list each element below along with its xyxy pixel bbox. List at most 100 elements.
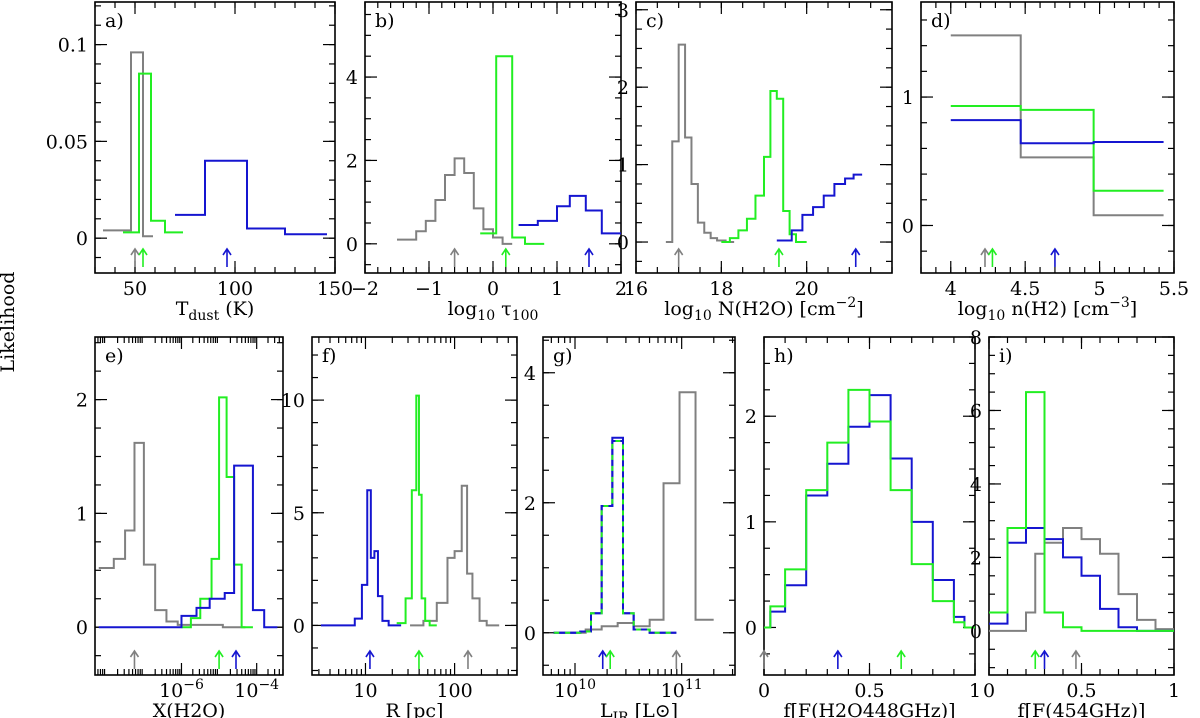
- series-blue: [553, 436, 677, 634]
- arrow-gray: [129, 649, 140, 669]
- x-tick-label: 10: [353, 680, 377, 702]
- series-blue: [518, 194, 621, 235]
- panel-c: 16 18 20 0 1 2 3 c) log10 N(H2O) [cm−2]: [617, 0, 893, 324]
- series-gray: [553, 391, 714, 634]
- arrow-blue: [231, 649, 241, 669]
- panel-f: 10 100 0 5 10 f) R [pc]: [281, 336, 518, 718]
- arrow-gray: [671, 649, 681, 669]
- arrow-green: [605, 649, 615, 669]
- arrow-blue: [833, 649, 843, 669]
- arrow-blue: [1039, 649, 1050, 669]
- panel-b: −2 −1 0 1 2 0 2 4 b) log10 τ100: [346, 1, 627, 324]
- y-tick-label: 1: [617, 155, 629, 177]
- arrow-green: [501, 247, 511, 267]
- x-tick-label: 1: [1168, 680, 1180, 702]
- y-tick-label: 0: [76, 617, 88, 639]
- series-green: [181, 396, 253, 629]
- series-gray: [397, 157, 513, 245]
- y-tick-label: 4: [524, 363, 536, 385]
- x-tick-label: 5: [1094, 278, 1106, 300]
- plot-frame: [542, 336, 736, 676]
- y-tick-label: 6: [970, 400, 982, 422]
- panel-label: a): [105, 10, 124, 32]
- x-tick-label: 1: [551, 278, 563, 300]
- y-tick-label: 0.1: [58, 35, 88, 57]
- x-tick-label: 100: [217, 278, 253, 300]
- x-tick-label: 2: [615, 278, 627, 300]
- y-tick-label: 0: [346, 234, 358, 256]
- x-tick-label: −2: [351, 278, 379, 300]
- panel-h: 0 0.5 1 0 1 2 h) f[F(H2O448GHz)]: [745, 336, 981, 718]
- series-green: [553, 440, 677, 634]
- y-tick-label: 1: [745, 512, 757, 534]
- series-blue: [98, 464, 278, 629]
- x-axis-label: log10 τ100: [448, 298, 539, 324]
- arrow-green: [414, 649, 424, 669]
- arrow-gray: [674, 247, 684, 267]
- arrow-blue: [584, 247, 594, 267]
- x-tick-label: 0.5: [1066, 680, 1096, 702]
- arrow-green: [987, 247, 998, 267]
- x-tick-label: 150: [317, 278, 353, 300]
- panel-label: i): [999, 345, 1013, 367]
- y-tick-label: 3: [617, 0, 629, 22]
- arrow-gray: [449, 247, 460, 267]
- arrow-blue: [851, 247, 861, 267]
- arrow-gray: [759, 649, 769, 669]
- arrow-green: [774, 247, 784, 267]
- panel-g: 1010 1011 0 2 4 g) LIR [L⊙]: [524, 336, 736, 718]
- panel-e: 10−6 10−4 0 1 2 e) X(H2O): [76, 336, 284, 718]
- x-tick-label: 0: [758, 680, 770, 702]
- x-tick-label: 10−6: [159, 677, 204, 702]
- series-green: [480, 55, 545, 245]
- y-tick-label: 0: [970, 621, 982, 643]
- y-tick-label: 2: [346, 150, 358, 172]
- x-tick-label: 5.5: [1159, 278, 1189, 300]
- panel-a: 50 100 150 0 0.05 0.1 a) Tdust (K): [46, 1, 353, 324]
- y-tick-label: 4: [970, 474, 982, 496]
- x-tick-label: 1010: [554, 677, 596, 702]
- series-blue: [764, 394, 975, 629]
- panel-label: c): [646, 10, 664, 32]
- x-tick-label: 50: [123, 278, 147, 300]
- plot-frame: [988, 336, 1175, 676]
- y-tick-label: 0: [524, 623, 536, 645]
- x-tick-label: 1: [969, 680, 981, 702]
- x-axis-label: log10 N(H2O) [cm−2]: [664, 295, 863, 324]
- y-tick-label: 0.05: [46, 131, 88, 153]
- x-tick-label: 18: [709, 278, 733, 300]
- x-tick-label: −1: [415, 278, 443, 300]
- arrow-blue: [222, 247, 232, 267]
- x-tick-label: 0: [487, 278, 499, 300]
- x-tick-label: 0.5: [854, 680, 884, 702]
- y-tick-label: 2: [524, 493, 536, 515]
- plot-frame: [920, 1, 1175, 274]
- y-tick-label: 10: [281, 390, 305, 412]
- plot-frame: [635, 1, 893, 274]
- series-overlay: [553, 440, 677, 634]
- panel-label: d): [931, 10, 951, 32]
- series-blue: [989, 527, 1174, 632]
- x-tick-label: 4.5: [1010, 278, 1040, 300]
- y-tick-label: 0: [902, 215, 914, 237]
- panel-label: f): [322, 345, 336, 367]
- series-blue: [320, 489, 402, 627]
- arrow-gray: [980, 247, 990, 267]
- x-tick-label: 4: [945, 278, 957, 300]
- arrow-blue: [365, 649, 375, 669]
- series-blue: [175, 159, 327, 236]
- arrow-blue: [1050, 247, 1060, 267]
- y-tick-label: 2: [745, 406, 757, 428]
- x-axis-label: f[F(454GHz)]: [1018, 700, 1146, 718]
- series-blue: [776, 173, 863, 242]
- arrow-gray: [130, 247, 140, 267]
- x-axis-label: f[F(H2O448GHz)]: [783, 700, 955, 718]
- y-tick-label: 1: [76, 503, 88, 525]
- y-tick-label: 5: [293, 503, 305, 525]
- series-gray: [98, 441, 246, 629]
- series-gray: [989, 527, 1174, 632]
- y-tick-label: 2: [76, 390, 88, 412]
- x-axis-label: R [pc]: [386, 700, 444, 718]
- panel-d: 4 4.5 5 5.5 0 1 d) log10 n(H2) [cm−3]: [902, 1, 1189, 324]
